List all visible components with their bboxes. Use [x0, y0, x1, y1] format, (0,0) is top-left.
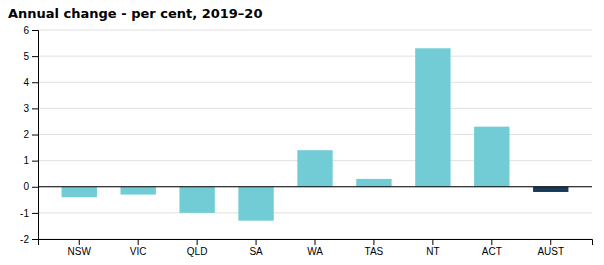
bar — [297, 150, 332, 187]
x-tick-label: SA — [249, 246, 263, 257]
y-tick-mark — [32, 187, 38, 188]
y-tick-mark — [32, 239, 38, 240]
grid-line — [38, 30, 592, 31]
y-tick-mark — [32, 135, 38, 136]
x-tick-label: TAS — [365, 246, 384, 257]
y-tick: 4 — [23, 77, 38, 88]
y-tick: 3 — [23, 103, 38, 114]
y-tick-label: 0 — [23, 181, 29, 192]
x-tick: TAS — [365, 239, 384, 257]
y-tick-label: 4 — [23, 77, 29, 88]
y-tick-label: 3 — [23, 103, 29, 114]
y-tick: 5 — [23, 51, 38, 62]
x-tick-mark — [138, 239, 139, 245]
x-tick-mark — [550, 239, 551, 245]
y-axis: -2 -1 0 1 2 3 4 5 6 — [20, 25, 38, 245]
bar — [356, 179, 391, 187]
y-axis-line — [32, 31, 39, 240]
zero-line — [38, 186, 592, 187]
x-tick: AUST — [537, 239, 564, 257]
x-tick: ACT — [482, 239, 502, 257]
x-tick-mark — [79, 239, 80, 245]
x-tick-mark — [197, 239, 198, 245]
bar — [474, 127, 509, 187]
y-tick: 0 — [23, 181, 38, 192]
plot: -2 -1 0 1 2 3 4 5 6 NSW VIC QLD SA WA TAS NT ACT AUST — [20, 25, 592, 257]
bar — [238, 187, 273, 221]
grid-line — [38, 56, 592, 57]
x-tick-label: WA — [307, 246, 323, 257]
grid — [38, 30, 592, 239]
x-axis-line — [39, 240, 593, 246]
bar — [533, 187, 568, 192]
x-tick-label: VIC — [130, 246, 147, 257]
y-tick-label: 6 — [23, 25, 29, 36]
bar — [62, 187, 97, 197]
x-tick-mark — [256, 239, 257, 245]
y-tick: 2 — [23, 129, 38, 140]
x-tick: NT — [426, 239, 439, 257]
y-tick-mark — [32, 56, 38, 57]
y-tick-label: -2 — [20, 234, 29, 245]
x-tick: NSW — [68, 239, 92, 257]
y-tick: 1 — [23, 155, 38, 166]
y-tick-mark — [32, 108, 38, 109]
grid-line — [38, 108, 592, 109]
title: Annual change - per cent, 2019–20 — [8, 6, 262, 21]
x-tick-label: NT — [426, 246, 439, 257]
x-tick-mark — [373, 239, 374, 245]
bar — [121, 187, 156, 195]
grid-line — [38, 212, 592, 213]
x-tick: VIC — [130, 239, 147, 257]
y-tick-mark — [32, 30, 38, 31]
y-tick-mark — [32, 161, 38, 162]
x-tick-mark — [432, 239, 433, 245]
x-tick-label: QLD — [187, 246, 208, 257]
x-axis: NSW VIC QLD SA WA TAS NT ACT AUST — [39, 239, 593, 257]
y-tick-mark — [32, 82, 38, 83]
grid-line — [38, 186, 592, 187]
x-tick: WA — [307, 239, 323, 257]
x-tick-label: ACT — [482, 246, 502, 257]
x-tick-label: NSW — [68, 246, 92, 257]
y-tick-label: 2 — [23, 129, 29, 140]
x-tick-mark — [491, 239, 492, 245]
x-tick: SA — [249, 239, 263, 257]
chart-container: -2 -1 0 1 2 3 4 5 6 NSW VIC QLD SA WA TAS NT ACT AUST Annu… — [0, 0, 604, 265]
chart-svg: -2 -1 0 1 2 3 4 5 6 NSW VIC QLD SA WA TAS NT ACT AUST Annu… — [0, 0, 604, 265]
y-tick: -2 — [20, 234, 38, 245]
y-tick-mark — [32, 213, 38, 214]
y-tick-label: 1 — [23, 155, 29, 166]
x-tick: QLD — [187, 239, 208, 257]
bar — [415, 48, 450, 186]
y-tick-label: 5 — [23, 51, 29, 62]
y-tick: -1 — [20, 208, 38, 219]
x-tick-mark — [315, 239, 316, 245]
bars — [62, 48, 569, 220]
y-tick-label: -1 — [20, 208, 29, 219]
x-tick-label: AUST — [537, 246, 564, 257]
bar — [179, 187, 214, 213]
y-tick: 6 — [23, 25, 38, 36]
grid-line — [38, 82, 592, 83]
